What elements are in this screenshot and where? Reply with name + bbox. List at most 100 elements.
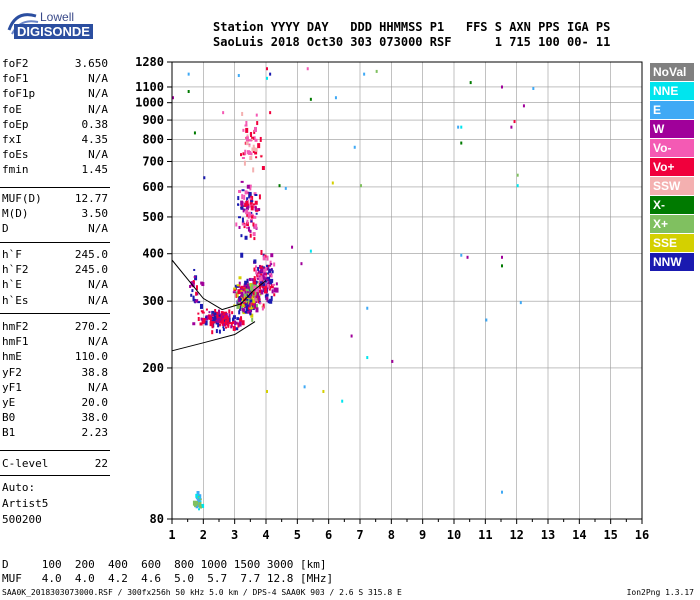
echo-point	[350, 334, 353, 338]
echo-mark	[190, 281, 194, 287]
echo-mark	[246, 281, 249, 285]
echo-mark	[267, 276, 271, 281]
echo-mark	[197, 301, 201, 304]
echo-points	[172, 67, 535, 494]
legend-item: NNE	[650, 82, 694, 100]
param-value: N/A	[88, 102, 108, 116]
echo-mark	[270, 284, 274, 289]
echo-mark	[273, 262, 276, 267]
echo-mark	[214, 315, 217, 319]
legend-item: Vo-	[650, 139, 694, 157]
param-value: 38.8	[81, 365, 109, 379]
echo-mark	[260, 267, 264, 270]
muf-distance-row: D 100 200 400 600 800 1000 1500 3000 [km…	[2, 558, 327, 571]
param-row: hmF2 270.2	[2, 319, 108, 334]
param-row: foEp 0.38	[2, 117, 108, 132]
echo-mark	[270, 263, 273, 266]
echo-mark	[244, 190, 248, 195]
echo-mark	[268, 271, 272, 276]
param-group-muf: MUF(D) 12.77 M(D) 3.50 D N/A	[2, 191, 108, 237]
echo-mark	[249, 187, 252, 191]
echo-mark	[233, 287, 237, 290]
echo-mark	[240, 234, 243, 238]
echo-mark	[253, 237, 256, 241]
legend-item: NoVal	[650, 63, 694, 81]
legend-item: NNW	[650, 253, 694, 271]
version-label: Ion2Png 1.3.17	[626, 588, 694, 597]
echo-point	[187, 72, 190, 76]
echo-mark	[218, 314, 221, 317]
echo-mark	[244, 303, 247, 306]
echo-mark	[230, 325, 233, 329]
echo-point	[278, 184, 281, 188]
echo-mark	[264, 285, 267, 290]
echo-mark	[248, 289, 251, 294]
param-name: M(D)	[2, 207, 29, 221]
echo-mark	[241, 308, 245, 312]
echo-mark	[235, 321, 238, 325]
echo-mark	[194, 504, 198, 507]
echo-mark	[192, 281, 195, 285]
echo-mark	[248, 145, 251, 148]
echo-mark	[257, 273, 261, 276]
echo-mark	[248, 297, 252, 302]
legend-item: E	[650, 101, 694, 119]
echo-mark	[270, 274, 273, 278]
echo-mark	[253, 203, 256, 206]
echo-mark	[246, 191, 250, 194]
echo-mark	[255, 303, 258, 309]
echo-mark	[259, 136, 262, 142]
echo-mark	[239, 318, 243, 323]
y-tick-label: 1100	[135, 80, 164, 94]
y-tick-label: 1280	[135, 55, 164, 69]
echo-mark	[245, 200, 249, 206]
param-name: fxI	[2, 132, 22, 146]
echo-mark	[211, 330, 214, 335]
echo-mark	[263, 288, 267, 294]
echo-mark	[222, 326, 225, 329]
echo-mark	[243, 293, 247, 298]
echo-mark	[216, 318, 220, 323]
echo-mark	[243, 283, 247, 287]
echo-mark	[258, 264, 261, 268]
echo-mark	[270, 268, 273, 271]
echo-mark	[240, 289, 243, 292]
param-name: B1	[2, 426, 16, 440]
echo-mark	[265, 294, 268, 300]
x-tick-label: 2	[200, 528, 207, 542]
echo-mark	[204, 316, 207, 319]
param-name: foEs	[2, 148, 29, 162]
echo-point	[460, 253, 463, 257]
echo-mark	[250, 220, 253, 223]
param-name: h`F2	[2, 263, 29, 277]
echo-mark	[250, 213, 254, 217]
echo-mark	[218, 329, 221, 334]
echo-mark	[236, 284, 240, 288]
echo-mark	[241, 217, 244, 223]
echo-mark	[254, 302, 257, 308]
echo-mark	[255, 113, 258, 117]
param-value: 12.77	[74, 192, 108, 205]
trace-lines	[171, 259, 267, 352]
echo-mark	[251, 136, 255, 139]
echo-mark	[220, 311, 224, 316]
param-name: foF2	[2, 57, 29, 70]
echo-mark	[219, 313, 223, 316]
echo-mark	[227, 322, 230, 328]
echo-mark	[193, 298, 196, 301]
echo-mark	[246, 291, 249, 294]
logo-text-digisonde: DIGISONDE	[14, 24, 93, 39]
echo-mark	[228, 309, 231, 314]
echo-mark	[261, 165, 265, 170]
echo-mark	[272, 283, 276, 286]
echo-mark	[192, 283, 195, 288]
echo-mark	[254, 126, 258, 132]
echo-point	[187, 90, 190, 94]
echo-mark	[263, 268, 267, 273]
echo-mark	[249, 295, 253, 299]
echo-mark	[223, 322, 226, 326]
param-row: fxI 4.35	[2, 132, 108, 147]
echo-mark	[192, 500, 196, 506]
y-tick-label: 80	[150, 512, 164, 526]
x-tick-label: 12	[509, 528, 523, 542]
